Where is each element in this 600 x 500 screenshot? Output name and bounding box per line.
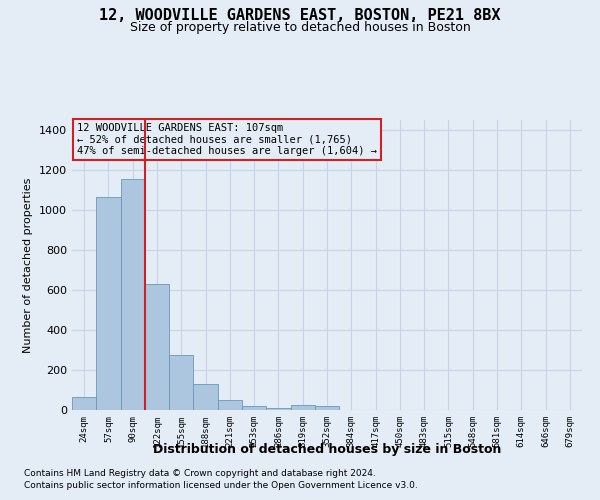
Bar [218, 400, 242, 410]
Bar [121, 179, 145, 410]
Y-axis label: Number of detached properties: Number of detached properties [23, 178, 34, 352]
Bar [72, 397, 96, 410]
Text: Contains public sector information licensed under the Open Government Licence v3: Contains public sector information licen… [24, 481, 418, 490]
Bar [315, 406, 339, 410]
Bar [242, 406, 266, 410]
Text: Size of property relative to detached houses in Boston: Size of property relative to detached ho… [130, 21, 470, 34]
Text: Distribution of detached houses by size in Boston: Distribution of detached houses by size … [153, 442, 501, 456]
Bar [96, 197, 121, 410]
Text: 12 WOODVILLE GARDENS EAST: 107sqm
← 52% of detached houses are smaller (1,765)
4: 12 WOODVILLE GARDENS EAST: 107sqm ← 52% … [77, 123, 377, 156]
Text: Contains HM Land Registry data © Crown copyright and database right 2024.: Contains HM Land Registry data © Crown c… [24, 468, 376, 477]
Bar [266, 408, 290, 410]
Text: 12, WOODVILLE GARDENS EAST, BOSTON, PE21 8BX: 12, WOODVILLE GARDENS EAST, BOSTON, PE21… [99, 8, 501, 22]
Bar [145, 284, 169, 410]
Bar [169, 355, 193, 410]
Bar [193, 384, 218, 410]
Bar [290, 405, 315, 410]
